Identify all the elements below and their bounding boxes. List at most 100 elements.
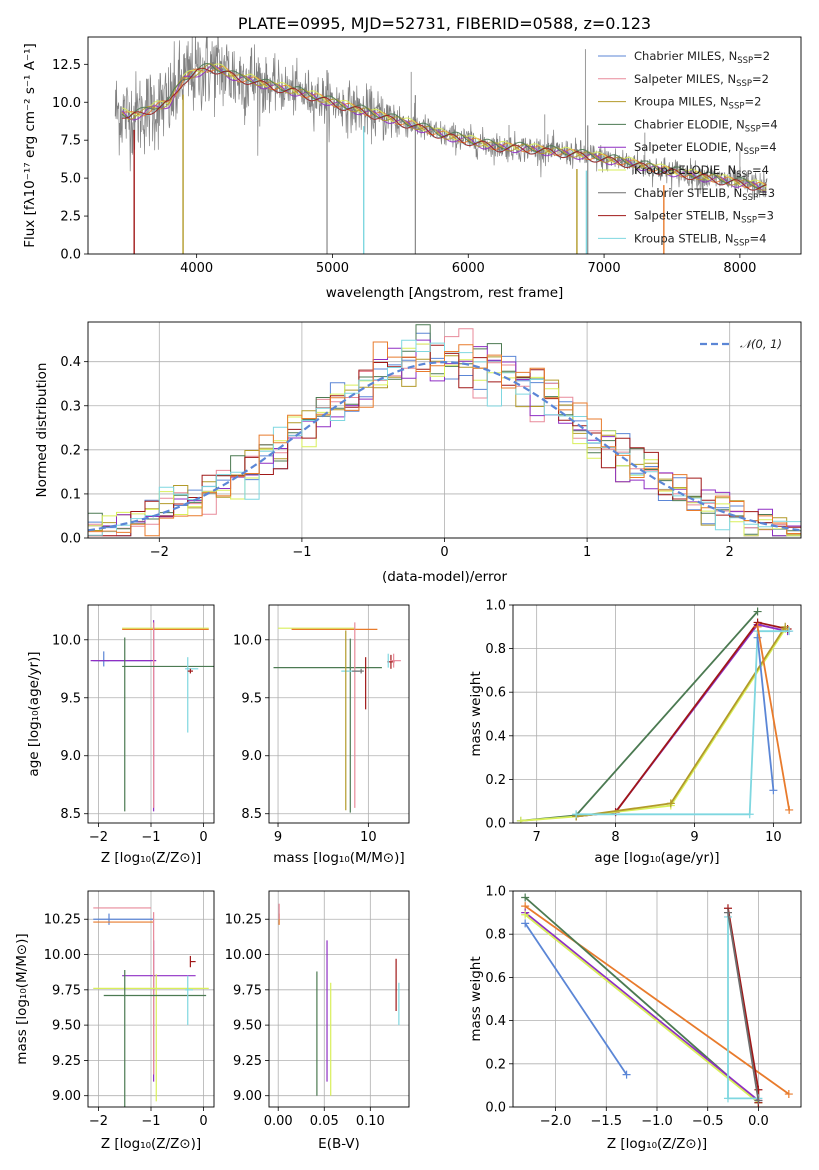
x-axis-label: Z [log₁₀(Z/Z⊙)] (607, 1136, 707, 1152)
axes-frame (268, 604, 410, 824)
y-tick-label: 10.0 (52, 96, 81, 111)
weight-marker (754, 1096, 763, 1105)
weight-line-chabrier_miles (524, 922, 628, 1076)
y-tick-label: 0.4 (60, 355, 81, 370)
x-tick-label: 4000 (180, 261, 213, 276)
plot-area (273, 622, 401, 813)
weight-marker (784, 1090, 793, 1099)
legend-entry: 𝒩(0, 1) (740, 337, 782, 351)
y-axis-label: Normed distribution (34, 363, 50, 498)
legend-entry: Salpeter MILES, NSSP=2 (634, 72, 769, 89)
model-spectrum-kroupa_miles (121, 63, 767, 191)
axes: −2 −1 0 9.00 9.25 9.50 9.75 10.00 10.25 Z [log₁₀(… (14, 890, 215, 1152)
y-tick-label: 8.5 (60, 807, 81, 822)
x-axis-label: Z [log₁₀(Z/Z⊙)] (101, 1136, 201, 1152)
errorbar-point (98, 651, 109, 667)
y-tick-label: 0.4 (485, 1014, 506, 1029)
x-tick-label: −1 (292, 545, 311, 560)
y-tick-label: 0.6 (485, 971, 506, 986)
y-tick-label: 0.6 (485, 686, 506, 701)
legend-entry: Kroupa ELODIE, NSSP=4 (634, 163, 769, 180)
axes-frame (87, 604, 215, 824)
weight-line-kroupa_elodie (524, 914, 759, 1104)
axes-frame (87, 36, 802, 255)
errorbar-point (187, 668, 193, 674)
axes: −2 −1 0 8.5 9.0 9.5 10.0 Z [log₁₀(Z/Z⊙)] age [lo… (26, 604, 215, 866)
x-tick-label: −1.0 (641, 1114, 673, 1129)
y-tick-label: 10.25 (225, 913, 262, 928)
y-tick-label: 0.2 (485, 1057, 506, 1072)
errorbar-point (273, 638, 382, 813)
weight-marker (521, 919, 530, 928)
legend-entry: Chabrier ELODIE, NSSP=4 (634, 117, 778, 134)
y-tick-label: 0.4 (485, 729, 506, 744)
y-axis-label: mass weight (468, 956, 484, 1041)
plot-area (278, 903, 400, 1096)
weight-marker (516, 816, 525, 823)
x-axis-label: Z [log₁₀(Z/Z⊙)] (101, 850, 201, 866)
y-tick-label: 0.2 (485, 773, 506, 788)
x-tick-label: 10 (765, 830, 782, 845)
y-tick-label: 9.0 (60, 749, 81, 764)
y-tick-label: 9.5 (241, 691, 262, 706)
y-tick-label: 9.00 (233, 1089, 262, 1104)
plot-area (93, 907, 209, 1107)
x-tick-label: −2 (150, 545, 169, 560)
x-tick-label: 8000 (723, 261, 756, 276)
weight-line-kroupa_elodie (520, 628, 786, 822)
y-tick-label: 0.0 (60, 248, 81, 263)
axes: −2.0 −1.5 −1.0 −0.5 0.0 0.0 0.2 0.4 0.6 0.8 1.0 Z [… (468, 885, 802, 1152)
x-tick-label: 9 (274, 830, 282, 845)
axes: 7 8 9 10 0.0 0.2 0.4 0.6 0.8 1.0 age [log₁₀(age/yr… (468, 599, 802, 866)
weight-marker (745, 810, 754, 819)
errorbar-point (352, 668, 364, 674)
y-tick-label: 9.5 (60, 691, 81, 706)
errorbar-point (103, 970, 207, 1107)
weight-marker (785, 805, 794, 814)
legend-entry: Salpeter STELIB, NSSP=3 (634, 209, 774, 226)
legend-entry: Chabrier STELIB, NSSP=3 (634, 186, 775, 203)
panel-weight_vs_age: 7 8 9 10 0.0 0.2 0.4 0.6 0.8 1.0 age [log₁₀(age/yr… (468, 599, 802, 866)
y-tick-label: 1.0 (485, 599, 506, 614)
residual-histogram-orange (88, 341, 801, 538)
model-spectrum-kroupa_elodie (122, 63, 767, 188)
legend-entry: Kroupa MILES, NSSP=2 (634, 95, 761, 112)
x-tick-label: −1 (141, 830, 160, 845)
weight-marker (521, 910, 530, 919)
panel-weight_vs_Z: −2.0 −1.5 −1.0 −0.5 0.0 0.0 0.2 0.4 0.6 0.8 1.0 Z [… (468, 885, 802, 1152)
weight-line-orange (524, 905, 790, 1095)
plot-area (114, 37, 768, 254)
x-tick-label: 6000 (452, 261, 485, 276)
y-axis-label: mass [log₁₀(M/M⊙)] (14, 933, 30, 1064)
x-axis-label: mass [log₁₀(M/M⊙)] (273, 850, 404, 866)
panel-mass_vs_ebv: 0.00 0.05 0.10 9.00 9.25 9.50 9.75 10.00 10.25 E(… (225, 890, 410, 1152)
axes: 4000 5000 6000 7000 8000 0.0 2.5 5.0 7.5 10.0 12.5… (22, 14, 802, 301)
x-tick-label: 1 (583, 545, 591, 560)
y-tick-label: 0.1 (60, 487, 81, 502)
y-axis-label: mass weight (468, 671, 484, 756)
weight-marker (754, 1085, 763, 1094)
x-tick-label: −2.0 (540, 1114, 572, 1129)
plot-area (521, 893, 793, 1107)
y-tick-label: 10.25 (44, 913, 81, 928)
y-tick-label: 10.00 (225, 948, 262, 963)
x-tick-label: 2 (726, 545, 734, 560)
x-tick-label: −0.5 (692, 1114, 724, 1129)
weight-marker (753, 607, 762, 616)
y-tick-label: 0.8 (485, 928, 506, 943)
observed-spectrum (114, 37, 768, 199)
weight-line-kroupa_stelib (576, 630, 790, 816)
x-tick-label: −2 (89, 830, 108, 845)
y-tick-label: 0.0 (60, 532, 81, 547)
y-tick-label: 9.00 (52, 1089, 81, 1104)
errorbar-point (93, 913, 154, 925)
y-tick-label: 9.25 (52, 1054, 81, 1069)
y-tick-label: 9.50 (233, 1019, 262, 1034)
x-tick-label: 0.00 (264, 1114, 293, 1129)
y-tick-label: 9.50 (52, 1019, 81, 1034)
chart-title: PLATE=0995, MJD=52731, FIBERID=0588, z=0… (238, 14, 651, 33)
plot-area (88, 324, 801, 538)
weight-line-salpeter_elodie (524, 911, 759, 1102)
axes-frame (512, 890, 802, 1108)
